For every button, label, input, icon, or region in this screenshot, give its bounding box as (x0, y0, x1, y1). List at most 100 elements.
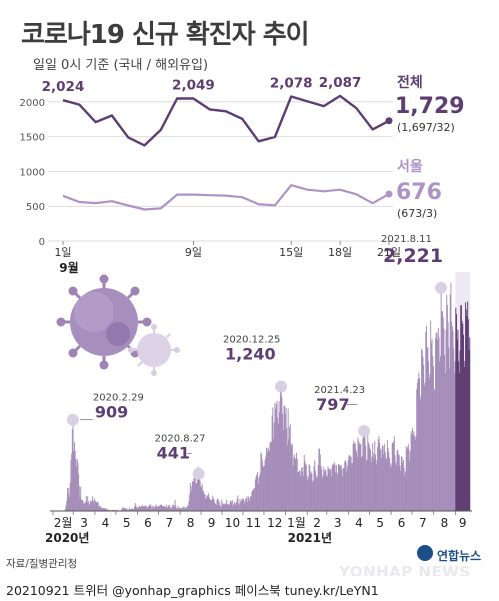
daily-bar (298, 472, 300, 511)
daily-bar (382, 446, 384, 511)
daily-bar (422, 356, 424, 511)
daily-bar (147, 506, 149, 511)
footer-bar (0, 576, 499, 601)
daily-bar (217, 498, 219, 511)
daily-bar (298, 470, 300, 511)
daily-bar (361, 457, 362, 511)
daily-bar (437, 327, 439, 511)
daily-bar (101, 507, 103, 511)
x-tick-label: 9 (208, 516, 216, 530)
daily-bar (185, 508, 187, 511)
daily-bar (442, 311, 444, 511)
daily-bar (141, 505, 143, 511)
annotation-value: 2,221 (383, 245, 443, 267)
daily-bar (270, 441, 272, 511)
daily-bar (227, 505, 229, 511)
daily-bar (155, 504, 157, 511)
daily-bar (430, 320, 432, 511)
daily-bar (212, 498, 214, 511)
annotation-date: 2020.8.27 (155, 434, 206, 445)
daily-bar (372, 453, 374, 511)
daily-bar (84, 502, 86, 511)
daily-bar (381, 445, 383, 511)
daily-bar (464, 360, 466, 511)
daily-bar (337, 474, 339, 511)
daily-bar (320, 466, 322, 511)
daily-bar (446, 304, 448, 511)
daily-bar (125, 508, 127, 511)
daily-bar (458, 361, 460, 511)
daily-bar (66, 500, 68, 511)
daily-bar (178, 509, 179, 511)
daily-bar (435, 332, 437, 511)
daily-bar (455, 307, 457, 511)
daily-bar (131, 508, 133, 511)
chart-title: 코로나19 신규 확진자 추이 (21, 20, 310, 50)
daily-bar (459, 350, 461, 511)
daily-bar (136, 507, 138, 511)
daily-bar (342, 468, 344, 511)
daily-bar (69, 482, 71, 511)
daily-bar (328, 471, 330, 511)
daily-bar (217, 499, 219, 511)
daily-bar (405, 446, 407, 511)
daily-bar (220, 507, 222, 511)
daily-bar (284, 413, 286, 511)
legend-total-breakdown: (1,697/32) (397, 121, 455, 134)
daily-bar (388, 452, 390, 511)
daily-bar (346, 472, 348, 511)
daily-bar (90, 500, 91, 511)
daily-bar (278, 401, 280, 511)
daily-bar (289, 426, 291, 511)
daily-bar (268, 449, 270, 511)
daily-bar (141, 505, 142, 511)
daily-bar (72, 419, 74, 511)
daily-bar (401, 456, 403, 511)
daily-bar (207, 495, 209, 511)
daily-bar (77, 462, 79, 511)
daily-bar (333, 464, 335, 511)
daily-bar (69, 496, 71, 511)
daily-bar (83, 503, 85, 511)
daily-bar (156, 506, 158, 511)
daily-bar (404, 475, 406, 511)
daily-bar (251, 491, 253, 511)
daily-bar (161, 506, 163, 511)
daily-bar (94, 498, 96, 511)
daily-bar (150, 504, 152, 511)
daily-bar (200, 486, 202, 511)
daily-bar (319, 454, 321, 511)
daily-bar (222, 504, 224, 511)
daily-bar (203, 491, 205, 511)
daily-bar (428, 361, 430, 511)
daily-bar (268, 451, 270, 511)
daily-bar (66, 488, 68, 511)
daily-bar (133, 509, 135, 511)
daily-bar (286, 428, 288, 511)
annotation-date: 2020.2.29 (93, 393, 144, 404)
daily-bar (270, 442, 272, 511)
daily-bar (168, 504, 170, 511)
point-data-label: 2,024 (42, 79, 85, 95)
x-tick-label: 12 (267, 516, 282, 530)
daily-bar (294, 458, 296, 511)
daily-bar (94, 500, 96, 511)
daily-bar (451, 326, 453, 511)
daily-bar (193, 478, 195, 511)
legend-seoul-name: 서울 (397, 158, 423, 175)
daily-bar (226, 499, 228, 511)
daily-bar (208, 493, 210, 511)
daily-bar (286, 445, 288, 511)
annotation-value: 441 (157, 444, 190, 463)
daily-bar (391, 443, 393, 511)
daily-bar (131, 508, 133, 511)
daily-bar (423, 364, 425, 511)
daily-bar (424, 382, 426, 511)
daily-bar (216, 499, 218, 511)
daily-bar (171, 506, 173, 511)
annotation-marker (192, 467, 205, 480)
daily-bar (209, 498, 211, 511)
daily-bar (138, 507, 140, 511)
daily-bar (277, 423, 279, 511)
daily-bar (289, 423, 291, 511)
